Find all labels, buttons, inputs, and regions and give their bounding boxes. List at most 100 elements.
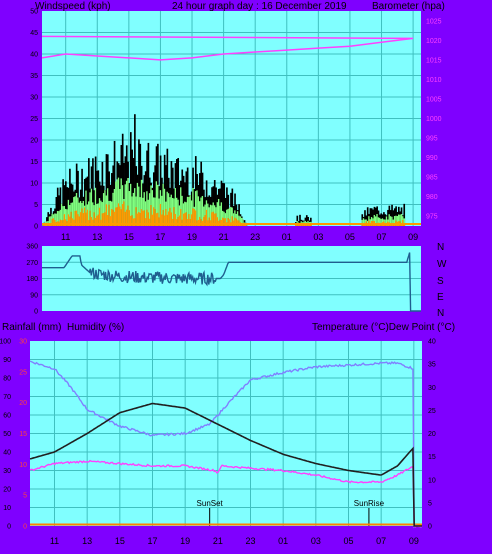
pressure-tick-label: 975 [426, 214, 438, 221]
wind-avg-bar [174, 214, 177, 226]
wind-gust-bar [167, 193, 170, 226]
wind-max-bar [83, 179, 86, 226]
x-tick-label: 05 [345, 232, 355, 242]
wind-max-bar [144, 171, 147, 226]
wind-avg-bar [124, 211, 127, 226]
wind-avg-bar [361, 224, 364, 226]
wind-gust-bar [42, 225, 44, 226]
wind-gust-bar [181, 195, 184, 226]
wind-gust-bar [197, 196, 200, 226]
wind-avg-bar [301, 224, 304, 226]
wind-avg-bar [157, 212, 159, 226]
wind-avg-bar [154, 209, 156, 226]
wind-gust-bar [373, 214, 376, 226]
wind-gust-bar [155, 181, 158, 226]
wind-avg-bar [115, 207, 117, 226]
wind-avg-bar [96, 215, 98, 226]
wind-max-bar [65, 181, 67, 226]
wind-avg-bar [170, 212, 173, 226]
wind-avg-bar [105, 204, 108, 226]
wind-avg-bar [101, 213, 104, 226]
wind-gust-bar [77, 197, 79, 226]
wind-avg-bar [146, 209, 148, 226]
wind-gust-bar [115, 181, 117, 226]
wind-avg-bar [171, 218, 174, 226]
wind-avg-bar [182, 213, 185, 226]
wind-gust-bar [396, 216, 399, 226]
wind-avg-bar [227, 217, 230, 226]
wind-max-bar [238, 204, 240, 226]
wind-avg-bar [204, 215, 207, 226]
wind-gust-bar [48, 216, 51, 226]
wind-max-bar [199, 173, 201, 226]
wind-avg-bar [155, 213, 158, 226]
wind-gust-bar [56, 210, 59, 226]
rain-tick-label: 25 [19, 369, 27, 376]
wind-gust-bar [186, 196, 189, 226]
wind-max-bar [47, 212, 50, 226]
wind-gust-bar [139, 197, 142, 226]
wind-max-bar [134, 114, 136, 226]
pressure-tick-label: 1020 [426, 38, 442, 45]
wind-max-bar [96, 170, 98, 226]
wind-avg-bar [129, 215, 132, 226]
wind-gust-bar [59, 209, 62, 226]
wind-avg-bar [234, 217, 236, 226]
graph-title: 24 hour graph day : 16 December 2019 [172, 1, 347, 12]
wind-avg-bar [208, 217, 211, 226]
wind-avg-bar [194, 210, 197, 226]
wind-gust-bar [392, 219, 395, 226]
wind-avg-bar [186, 219, 189, 226]
wind-gust-bar [140, 179, 143, 226]
wind-gust-bar [190, 200, 193, 226]
temperature-tick-label: 40 [428, 339, 436, 346]
wind-max-bar [63, 185, 66, 226]
wind-max-bar [296, 215, 299, 226]
pressure-tick-label: 985 [426, 175, 438, 182]
wind-avg-bar [173, 207, 175, 226]
humidity-tick-label: 20 [3, 487, 11, 494]
wind-max-bar [113, 140, 116, 226]
wind-gust-bar [176, 197, 178, 226]
pressure-tick-label: 1000 [426, 116, 442, 123]
wind-gust-bar [377, 217, 380, 226]
wind-gust-bar [397, 214, 400, 226]
wind-gust-bar [361, 219, 364, 226]
wind-max-bar [101, 161, 104, 226]
wind-gust-bar [127, 177, 129, 226]
wind-gust-bar [132, 192, 135, 226]
wind-avg-bar [69, 216, 71, 226]
dewpoint-line [29, 459, 423, 528]
wind-gust-bar [226, 209, 228, 226]
humidity-tick-label: 0 [7, 524, 11, 531]
barometer-axis-title: Barometer (hpa) [372, 1, 445, 12]
wind-gust-bar [138, 186, 140, 226]
wind-gust-bar [62, 206, 64, 226]
wind-avg-bar [144, 218, 147, 226]
wind-avg-bar [220, 219, 223, 226]
wind-avg-bar [86, 209, 89, 226]
wind-gust-bar [54, 213, 56, 226]
wind-max-bar [224, 197, 227, 226]
wind-avg-bar [134, 218, 136, 226]
wind-max-bar [66, 187, 69, 226]
wind-avg-bar [54, 219, 56, 226]
wind-gust-bar [203, 206, 205, 226]
wind-avg-bar [71, 218, 74, 226]
wind-gust-bar [89, 192, 92, 226]
x-tick-label: 03 [311, 536, 321, 546]
wind-avg-bar [113, 211, 116, 226]
temperature-tick-label: 35 [428, 362, 436, 369]
wind-avg-bar [67, 214, 70, 226]
wind-max-bar [364, 210, 366, 226]
wind-gust-bar [219, 205, 221, 226]
wind-max-bar [387, 209, 389, 226]
wind-gust-bar [90, 188, 93, 226]
wind-max-bar [383, 212, 385, 226]
wind-tick-label: 20 [30, 138, 38, 145]
x-tick-label: 19 [187, 232, 197, 242]
wind-avg-bar [125, 209, 128, 226]
wind-gust-bar [207, 203, 209, 226]
wind-avg-bar [81, 208, 83, 226]
wind-gust-bar [144, 201, 147, 226]
